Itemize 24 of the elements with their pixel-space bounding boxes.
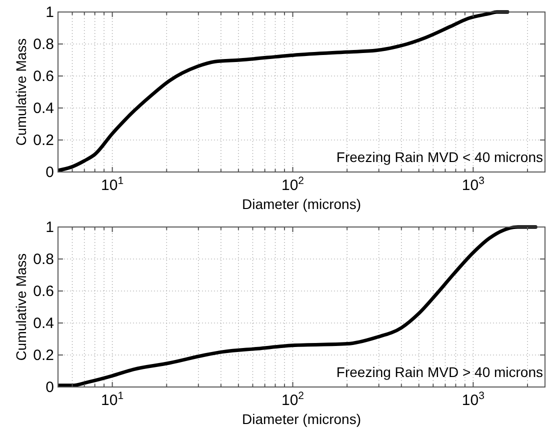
x-tick-label: 10$^{2}$ bbox=[281, 390, 304, 409]
x-tick-label: 10$^{2}$ bbox=[281, 175, 304, 194]
y-tick-label: 0.2 bbox=[33, 132, 54, 149]
y-axis-title: Cumulative Mass bbox=[13, 38, 29, 146]
x-tick-label: 10$^{1}$ bbox=[101, 390, 124, 409]
y-tick-label: 0.4 bbox=[33, 100, 54, 117]
x-tick-label: 10$^{3}$ bbox=[462, 390, 485, 409]
y-tick-label: 1 bbox=[46, 4, 54, 21]
y-tick-label: 0.8 bbox=[33, 251, 54, 268]
y-tick-label: 0.6 bbox=[33, 68, 54, 85]
y-axis-title: Cumulative Mass bbox=[13, 253, 29, 361]
y-tick-label: 0.4 bbox=[33, 315, 54, 332]
y-tick-label: 0.8 bbox=[33, 36, 54, 53]
x-tick-label: 10$^{3}$ bbox=[462, 175, 485, 194]
x-axis-title: Diameter (microns) bbox=[242, 196, 362, 212]
annotation: Freezing Rain MVD > 40 microns bbox=[336, 364, 543, 380]
y-tick-label: 0.2 bbox=[33, 347, 54, 364]
y-tick-label: 0 bbox=[46, 164, 54, 181]
y-tick-label: 1 bbox=[46, 219, 54, 236]
y-tick-label: 0.6 bbox=[33, 283, 54, 300]
annotation: Freezing Rain MVD < 40 microns bbox=[336, 149, 543, 165]
x-tick-label: 10$^{1}$ bbox=[101, 175, 124, 194]
x-axis-title: Diameter (microns) bbox=[242, 411, 362, 427]
y-tick-label: 0 bbox=[46, 379, 54, 396]
